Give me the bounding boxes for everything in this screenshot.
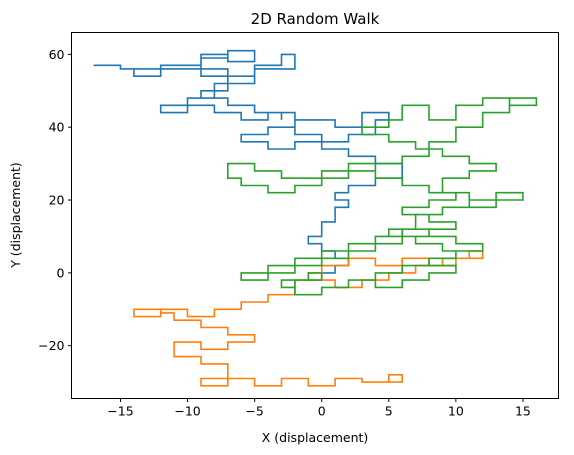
x-tick-label: −15 [107,404,133,419]
x-tick-label: 15 [515,404,531,419]
x-tick-label: 0 [318,404,326,419]
y-tick-label: 60 [49,47,65,62]
series-group [93,49,538,387]
y-axis-ticks: −20 0 20 40 60 [38,47,72,353]
walk-path-2 [133,250,484,387]
x-axis-ticks: −15 −10 −5 0 5 10 15 [107,398,531,419]
walk-path-1 [93,49,404,274]
x-axis-label: X (displacement) [262,430,369,445]
walk-path-3 [227,97,538,296]
x-tick-label: 10 [448,404,464,419]
chart-title: 2D Random Walk [251,10,380,28]
y-tick-label: −20 [38,338,64,353]
y-tick-label: 20 [49,193,65,208]
x-tick-label: 5 [385,404,393,419]
y-axis-label: Y (displacement) [8,162,23,269]
x-tick-label: −10 [174,404,200,419]
plot-frame [71,32,559,399]
y-tick-label: 40 [49,120,65,135]
x-tick-label: −5 [245,404,263,419]
y-tick-label: 0 [57,265,65,280]
